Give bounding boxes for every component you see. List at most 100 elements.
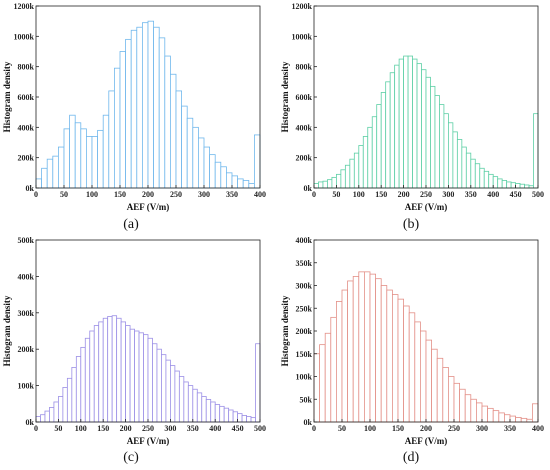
x-tick-label: 350	[226, 190, 238, 199]
histogram-bar	[141, 22, 149, 189]
histogram-bar	[375, 278, 382, 423]
histogram-bar	[44, 410, 50, 423]
histogram-bar	[330, 316, 337, 423]
histogram-bar	[313, 183, 319, 189]
y-tick-label: 200k	[296, 154, 313, 163]
histogram-bar	[470, 158, 476, 189]
histogram-bar	[116, 317, 122, 423]
histogram-bar	[358, 145, 364, 189]
histogram-bar	[483, 170, 490, 189]
histogram-bar	[174, 370, 180, 423]
histogram-bar	[347, 280, 354, 423]
y-tick-label: 1000k	[14, 32, 35, 41]
y-tick-label: 200k	[18, 345, 35, 354]
x-tick-label: 0	[312, 190, 316, 199]
x-tick-label: 500	[532, 190, 544, 199]
histogram-bar	[344, 164, 351, 189]
x-tick-label: 200	[142, 190, 154, 199]
histogram-bar	[183, 381, 189, 423]
x-tick-label: 500	[254, 424, 266, 433]
y-tick-label: 0k	[26, 418, 35, 427]
y-tick-label: 1000k	[292, 32, 313, 41]
histogram-bar	[389, 72, 396, 189]
x-axis-label: AEF (V/m)	[127, 436, 169, 446]
histogram-bar	[152, 343, 158, 423]
histogram-bar	[80, 128, 87, 189]
histogram-bar	[80, 346, 86, 423]
y-tick-label: 100k	[18, 382, 35, 391]
histogram-bar	[192, 388, 198, 423]
histogram-bar	[385, 81, 391, 189]
x-tick-label: 200	[398, 190, 410, 199]
y-tick-label: 0k	[304, 184, 313, 193]
y-tick-label: 1200k	[292, 2, 313, 11]
chart-panel: 0k 200k 400k 600k 800k 1000k 1200k 0 50 100 150 200…	[2, 2, 266, 232]
histogram-bar	[192, 126, 199, 189]
x-tick-label: 400	[254, 190, 266, 199]
y-tick-label: 150k	[296, 350, 313, 359]
histogram-bar	[161, 354, 167, 423]
histogram-bar	[324, 332, 332, 423]
histogram-bar	[250, 417, 256, 423]
histogram-bar	[108, 90, 115, 189]
histogram-bar	[497, 178, 503, 189]
histogram-bar	[509, 415, 516, 423]
histogram-bar	[40, 414, 46, 423]
panel-label: (a)	[123, 217, 139, 232]
histogram-bar	[319, 344, 326, 423]
histogram-bar	[186, 117, 194, 189]
histogram-bar	[223, 407, 230, 423]
histogram-bar	[492, 176, 499, 189]
histogram-bar	[533, 113, 539, 189]
histogram-bar	[524, 184, 530, 189]
histogram-bar	[313, 353, 320, 423]
histogram-bar	[209, 154, 216, 189]
histogram-bar	[416, 63, 422, 189]
histogram-bar	[219, 405, 225, 423]
histogram-bar	[178, 376, 185, 423]
histogram-bar	[453, 382, 460, 423]
x-tick-label: 150	[392, 424, 404, 433]
histogram-bar	[237, 178, 244, 189]
histogram-bar	[248, 183, 255, 189]
histogram-bar	[532, 403, 539, 423]
histogram-bar	[335, 301, 343, 423]
histogram-bar	[102, 317, 109, 423]
histogram-bar	[327, 179, 333, 189]
histogram-bar	[403, 305, 410, 423]
histogram-bar	[443, 113, 449, 189]
x-tick-label: 100	[353, 190, 365, 199]
y-tick-label: 300k	[296, 282, 313, 291]
histogram-bar	[481, 405, 488, 423]
y-tick-label: 500k	[18, 236, 35, 245]
panel-label: (d)	[403, 450, 420, 465]
x-tick-label: 300	[476, 424, 488, 433]
x-tick-label: 400	[487, 190, 499, 199]
histogram-bar	[175, 90, 182, 189]
histogram-bar	[220, 166, 227, 189]
y-tick-label: 300k	[18, 309, 35, 318]
x-tick-label: 50	[60, 190, 68, 199]
y-tick-label: 200k	[18, 154, 35, 163]
y-axis-label: Histogram density	[2, 295, 12, 366]
histogram-bar	[66, 377, 73, 423]
y-tick-label: 400k	[296, 236, 313, 245]
histogram-bar	[187, 385, 194, 423]
histogram-bar	[492, 410, 500, 423]
histogram-bar	[119, 51, 126, 189]
histogram-bar	[380, 285, 388, 423]
histogram-bar	[340, 169, 346, 189]
x-tick-label: 350	[504, 424, 516, 433]
y-axis-label: Histogram density	[2, 61, 12, 132]
x-tick-label: 450	[232, 424, 244, 433]
histogram-bar	[225, 172, 233, 189]
y-tick-label: 600k	[296, 93, 313, 102]
histogram-bar	[35, 178, 42, 189]
histogram-bar	[503, 414, 511, 423]
histogram-bar	[353, 152, 360, 189]
histogram-bar	[394, 64, 400, 189]
histogram-bar	[102, 114, 110, 189]
histogram-bar	[242, 180, 250, 189]
histogram-bar	[134, 330, 140, 423]
